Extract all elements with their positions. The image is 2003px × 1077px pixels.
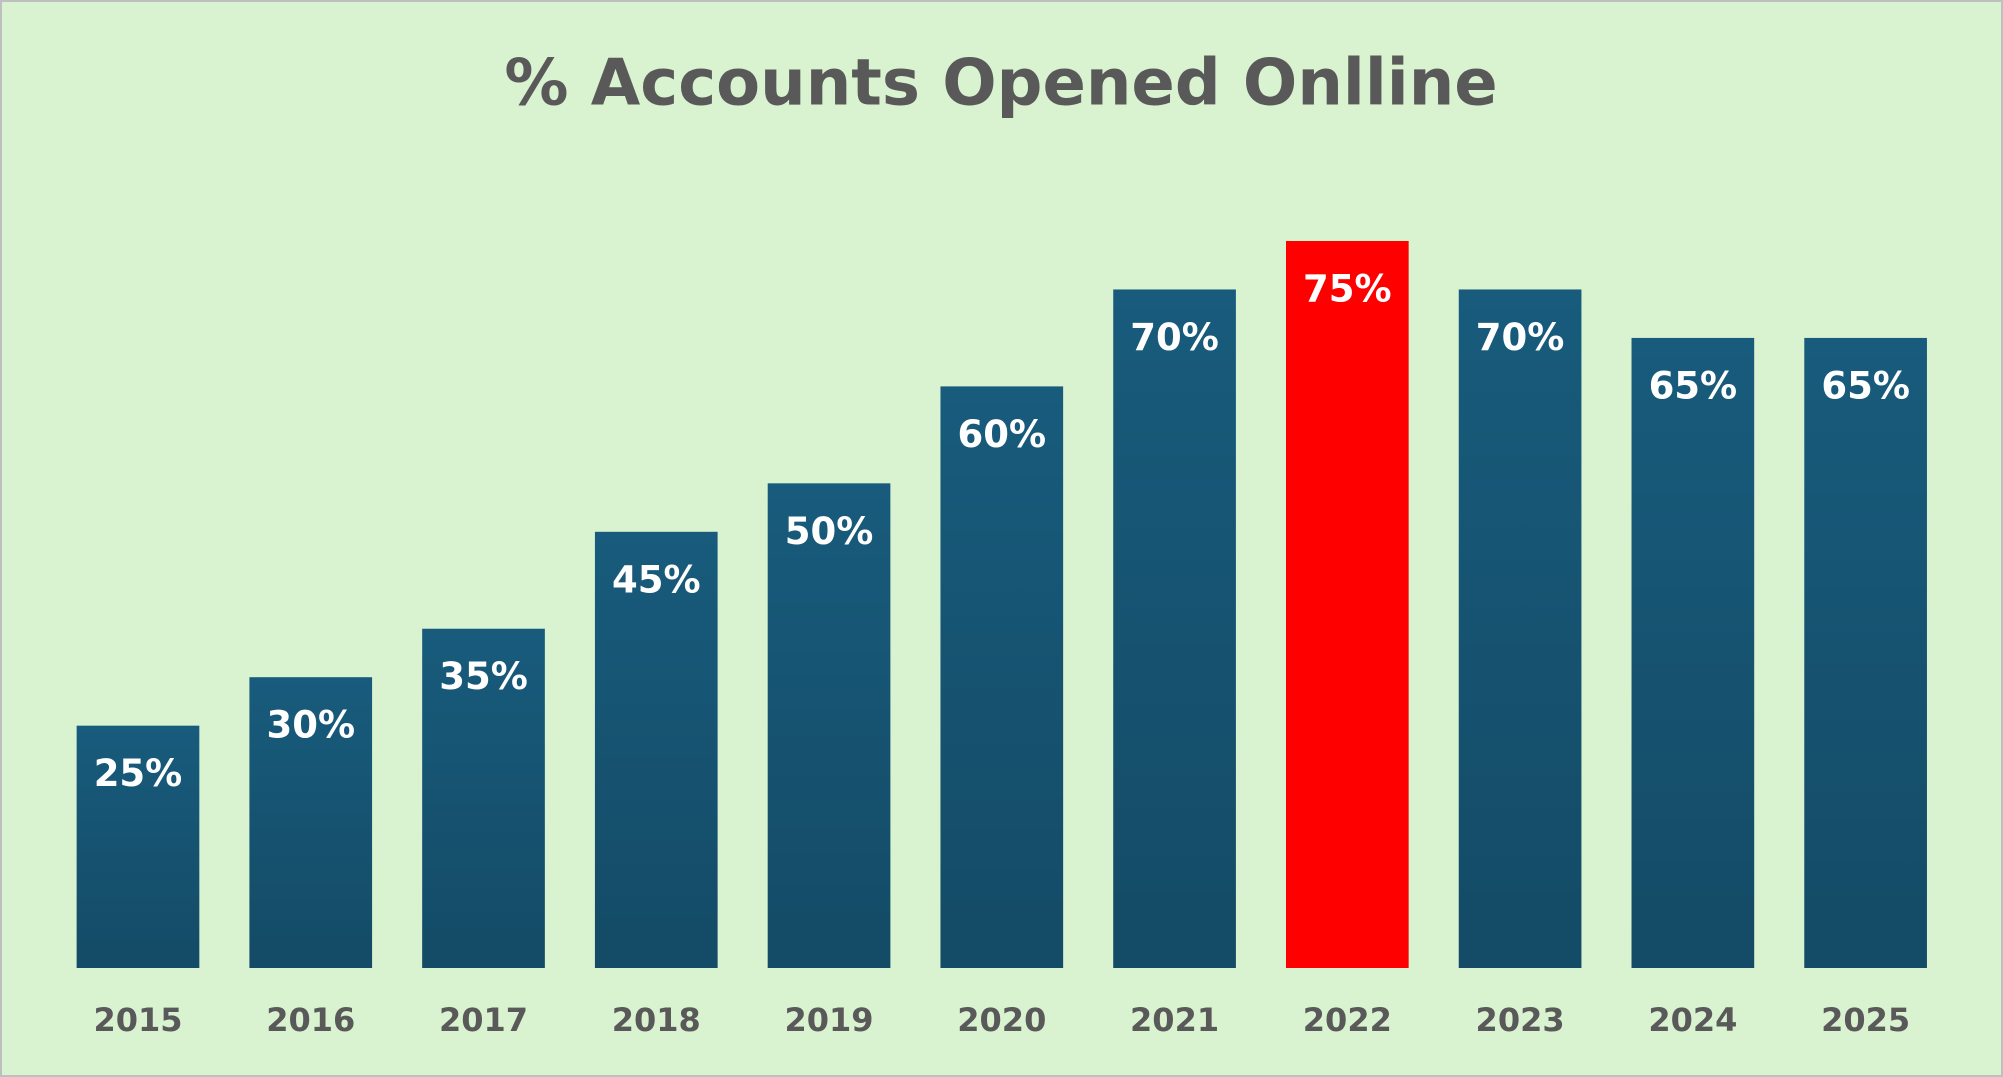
bar-shade — [76, 725, 200, 968]
data-label: 45% — [612, 558, 701, 601]
x-tick-label: 2021 — [1130, 1001, 1219, 1039]
bar — [1285, 241, 1409, 968]
bar-shade — [1113, 289, 1236, 968]
bar-shade — [422, 628, 545, 968]
data-label: 70% — [1476, 316, 1565, 359]
bar-shade — [940, 386, 1064, 968]
chart-title: % Accounts Opened Onlline — [504, 47, 1497, 121]
bar-shade — [1804, 337, 1927, 968]
data-label: 30% — [266, 704, 355, 747]
x-tick-label: 2016 — [266, 1001, 355, 1039]
data-label: 25% — [94, 752, 183, 795]
x-tick-label: 2022 — [1303, 1001, 1392, 1039]
x-tick-label: 2018 — [612, 1001, 701, 1039]
data-label: 35% — [439, 655, 528, 698]
bar-shade — [1631, 337, 1755, 968]
data-label: 70% — [1130, 316, 1219, 359]
data-label: 75% — [1303, 268, 1392, 311]
bar-shade — [594, 531, 718, 968]
bar-shade — [767, 483, 891, 968]
data-label: 65% — [1649, 364, 1738, 407]
bar-shade — [249, 677, 373, 968]
data-label: 65% — [1821, 364, 1910, 407]
x-tick-label: 2017 — [439, 1001, 528, 1039]
x-tick-label: 2023 — [1476, 1001, 1565, 1039]
x-tick-label: 2019 — [785, 1001, 874, 1039]
x-tick-label: 2015 — [93, 1001, 182, 1039]
data-label: 50% — [785, 510, 874, 553]
x-tick-label: 2020 — [957, 1001, 1046, 1039]
x-tick-label: 2024 — [1648, 1001, 1737, 1039]
data-label: 60% — [958, 413, 1047, 456]
x-tick-label: 2025 — [1821, 1001, 1910, 1039]
bar-shade — [1458, 289, 1582, 968]
